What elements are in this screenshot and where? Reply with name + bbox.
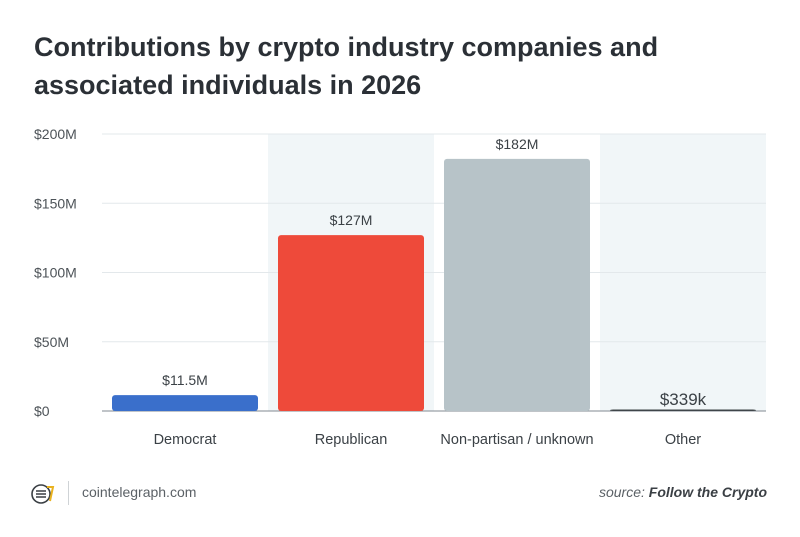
chart-title: Contributions by crypto industry compani… <box>34 32 659 100</box>
value-label: $339k <box>660 390 707 409</box>
bar <box>444 158 590 411</box>
bar <box>610 409 756 411</box>
x-tick-label: Republican <box>315 432 388 448</box>
x-tick-label: Non-partisan / unknown <box>440 432 593 448</box>
value-label: $127M <box>330 212 373 228</box>
site-url[interactable]: cointelegraph.com <box>82 484 197 500</box>
y-tick-label: $150M <box>34 195 77 211</box>
y-tick-label: $200M <box>34 126 77 142</box>
footer-divider <box>68 481 69 505</box>
value-label: $182M <box>496 136 539 152</box>
x-tick-label: Democrat <box>154 432 217 448</box>
y-tick-label: $0 <box>34 403 50 419</box>
x-tick-label: Other <box>665 432 701 448</box>
y-tick-label: $100M <box>34 265 77 281</box>
cointelegraph-logo-icon <box>30 481 56 512</box>
value-label: $11.5M <box>162 372 208 388</box>
y-tick-label: $50M <box>34 334 69 350</box>
bar <box>112 395 258 411</box>
bar <box>278 235 424 411</box>
source-prefix: source: <box>598 484 649 500</box>
source-name: Follow the Crypto <box>648 484 767 500</box>
source-note: source: Follow the Crypto <box>599 484 767 500</box>
